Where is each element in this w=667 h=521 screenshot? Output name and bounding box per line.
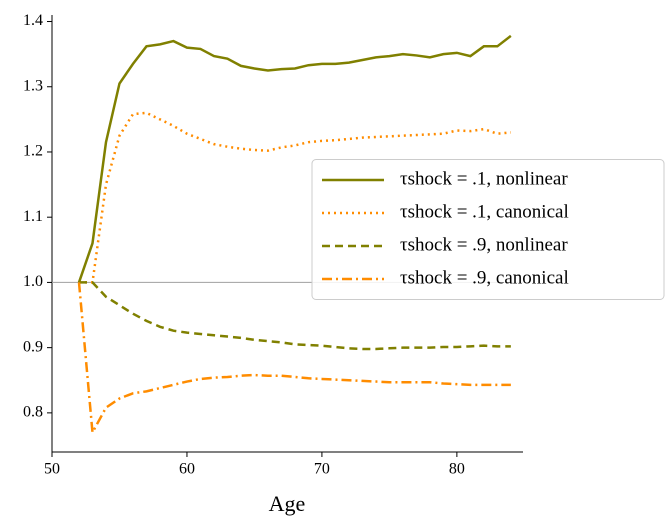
y-tick-label: 1.0 xyxy=(23,273,43,290)
line-series xyxy=(77,34,512,283)
x-tick-label: 70 xyxy=(314,461,330,478)
legend-label: τshock = .1, canonical xyxy=(400,201,569,222)
legend-label: τshock = .9, canonical xyxy=(400,267,569,288)
y-tick-label: 0.9 xyxy=(23,338,43,355)
y-tick-label: 1.1 xyxy=(23,208,43,225)
y-tick-label: 0.8 xyxy=(23,404,43,421)
legend-box xyxy=(311,159,665,300)
legend-label: τshock = .9, nonlinear xyxy=(400,234,568,255)
y-tick-label: 1.4 xyxy=(23,12,43,29)
x-tick-label: 60 xyxy=(179,461,195,478)
x-tick-label: 50 xyxy=(44,461,60,478)
line-series xyxy=(78,281,511,351)
line-series xyxy=(77,282,511,437)
y-tick-label: 1.2 xyxy=(23,143,43,160)
x-tick-label: 80 xyxy=(449,461,465,478)
legend-label: τshock = .1, nonlinear xyxy=(400,168,568,189)
y-tick-label: 1.3 xyxy=(23,77,43,94)
x-axis-label: Age xyxy=(269,491,306,516)
